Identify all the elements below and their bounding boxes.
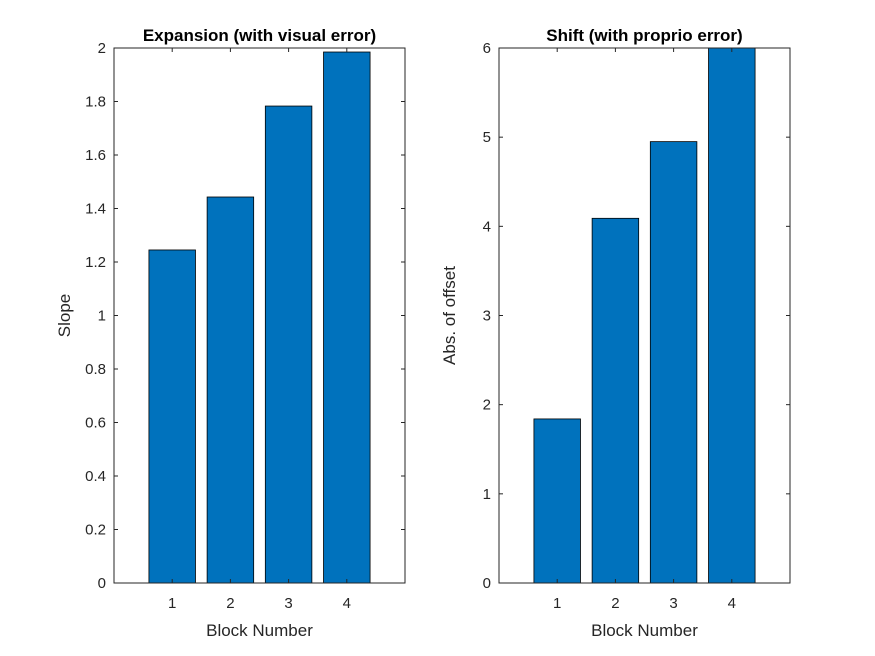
x-tick-label: 3 [669, 595, 677, 612]
y-tick-label: 0 [98, 575, 106, 592]
x-tick-label: 4 [728, 595, 736, 612]
y-tick-label: 0.4 [85, 468, 106, 485]
y-axis-label: Abs. of offset [440, 266, 459, 365]
chart-title: Expansion (with visual error) [143, 26, 376, 45]
y-tick-label: 5 [483, 129, 491, 146]
y-tick-label: 6 [483, 40, 491, 57]
y-tick-label: 1.4 [85, 201, 106, 218]
bar [533, 418, 581, 584]
x-tick-label: 2 [611, 595, 619, 612]
bar-marks [148, 51, 371, 584]
y-axis-label: Slope [55, 294, 74, 337]
x-tick-label: 1 [553, 595, 561, 612]
x-axis-label: Block Number [591, 621, 698, 640]
y-tick-label: 0 [483, 575, 491, 592]
x-tick-label: 3 [284, 595, 292, 612]
y-tick-label: 1.8 [85, 94, 106, 111]
bar [591, 217, 640, 584]
x-tick-label: 4 [343, 595, 351, 612]
y-tick-label: 3 [483, 308, 491, 325]
y-tick-label: 2 [98, 40, 106, 57]
bar [206, 196, 255, 584]
y-tick-label: 2 [483, 397, 491, 414]
y-tick-label: 4 [483, 218, 491, 235]
x-axis-label: Block Number [206, 621, 313, 640]
x-tick-label: 2 [226, 595, 234, 612]
tick-marks: 1 2 3 4 0 1 2 3 4 5 6 [483, 40, 790, 612]
plot-frame [113, 47, 406, 584]
axes-expansion: Expansion (with visual error) Block Numb… [55, 26, 406, 640]
bar [708, 47, 756, 584]
bar [264, 105, 313, 584]
bar-marks [533, 47, 756, 584]
bar [649, 141, 698, 584]
y-tick-label: 1.6 [85, 147, 106, 164]
x-tick-label: 1 [168, 595, 176, 612]
y-tick-label: 0.2 [85, 522, 106, 539]
chart-title: Shift (with proprio error) [546, 26, 742, 45]
axes-shift: Shift (with proprio error) Block Number … [440, 26, 791, 640]
y-tick-label: 1.2 [85, 254, 106, 271]
plot-frame [498, 47, 791, 584]
bar [148, 249, 196, 584]
y-tick-label: 0.8 [85, 361, 106, 378]
y-tick-label: 0.6 [85, 415, 106, 432]
tick-marks: 1 2 3 4 0 0.2 0.4 0.6 0.8 1 1.2 1.4 1.6 1.8 2 [85, 40, 405, 612]
y-tick-label: 1 [98, 308, 106, 325]
bar [323, 51, 371, 584]
y-tick-label: 1 [483, 486, 491, 503]
